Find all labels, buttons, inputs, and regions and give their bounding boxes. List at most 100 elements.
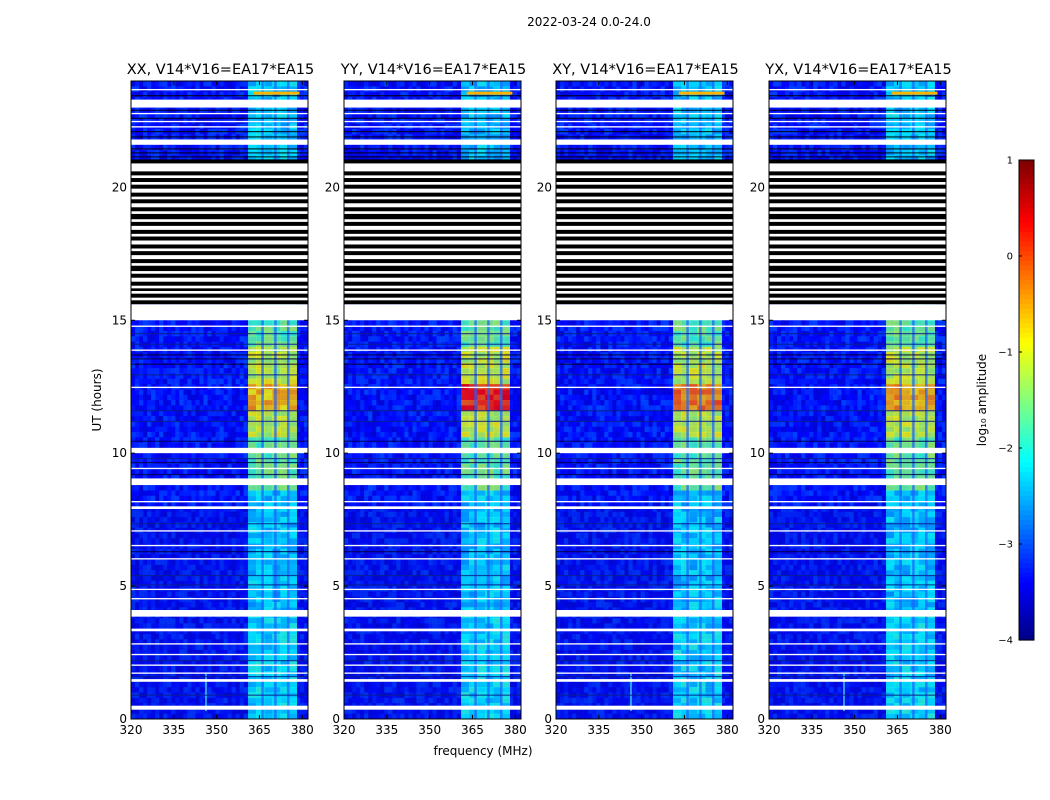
noise-cell [231,639,236,645]
noise-cell [215,697,220,704]
noise-cell [171,394,176,401]
noise-cell [295,469,301,475]
noise-cell [203,516,208,523]
noise-cell [235,543,241,550]
noise-cell [171,633,176,640]
noise-cell [183,336,188,342]
noise-cell [175,687,180,693]
noise-cell [175,660,180,667]
noise-cell [155,543,160,550]
noise-cell [187,623,192,630]
noise-cell [135,671,140,677]
noise-cell [187,543,192,550]
noise-cell [203,458,208,465]
noise-cell [175,570,180,576]
noise-cell [223,490,228,497]
noise-cell [199,564,204,571]
noise-cell [151,713,156,719]
noise-cell [227,644,232,651]
noise-cell [147,426,152,433]
noise-cell [195,394,200,401]
noise-cell [151,415,156,422]
noise-cell [167,516,172,523]
noise-cell [199,155,204,162]
noise-cell [179,564,184,571]
noise-cell [195,368,200,374]
noise-cell [155,410,160,417]
noise-cell [131,580,136,587]
noise-cell [215,575,220,582]
noise-cell [235,112,241,119]
noise-cell [235,511,241,518]
noise-cell [235,426,241,433]
noise-cell [151,516,156,523]
noise-cell [223,708,228,715]
noise-cell [191,655,196,661]
noise-cell [163,543,168,550]
noise-cell [239,474,245,481]
noise-cell [219,426,224,433]
noise-cell [179,442,184,449]
noise-cell [179,336,184,342]
noise-cell [139,575,144,582]
noise-cell [143,373,148,380]
noise-cell [231,368,236,374]
noise-cell [131,602,136,608]
noise-cell [223,410,228,417]
noise-cell [199,511,204,518]
noise-cell [155,633,160,640]
noise-cell [235,697,241,704]
noise-cell [219,538,224,544]
noise-cell [151,628,156,635]
noise-cell [191,623,196,630]
noise-cell [295,368,301,374]
noise-cell [195,336,200,342]
noise-cell [131,538,136,544]
noise-cell [151,559,156,566]
noise-cell [187,458,192,465]
noise-cell [243,713,249,719]
noise-cell [139,320,144,326]
noise-cell [215,580,220,587]
noise-cell [131,378,136,385]
noise-cell [191,485,196,491]
noise-cell [219,112,224,119]
noise-cell [183,623,188,630]
noise-cell [215,394,220,401]
noise-cell [183,373,188,380]
noise-cell [227,378,232,385]
noise-cell [143,671,148,677]
noise-cell [207,687,212,693]
noise-cell [211,671,216,677]
noise-cell [151,671,156,677]
noise-cell [223,431,228,438]
noise-cell [159,596,164,603]
noise-cell [151,469,156,475]
noise-cell [199,655,204,661]
noise-cell [195,532,200,539]
noise-cell [235,671,241,677]
noise-cell [199,373,204,380]
noise-cell [227,543,232,550]
noise-cell [159,368,164,374]
noise-cell [163,394,168,401]
noise-cell [203,325,208,332]
noise-cell [195,373,200,380]
noise-cell [211,617,216,624]
noise-cell [207,453,212,459]
noise-cell [191,320,196,326]
noise-cell [215,389,220,396]
noise-cell [243,708,249,715]
noise-cell [179,697,184,704]
noise-cell [231,681,236,688]
noise-cell [159,602,164,608]
noise-cell [131,394,136,401]
noise-cell [195,495,200,502]
noise-cell [155,437,160,443]
noise-cell [135,81,140,87]
noise-cell [231,522,236,528]
noise-cell [199,426,204,433]
noise-cell [183,112,188,119]
noise-cell [211,362,216,369]
noise-cell [195,543,200,550]
